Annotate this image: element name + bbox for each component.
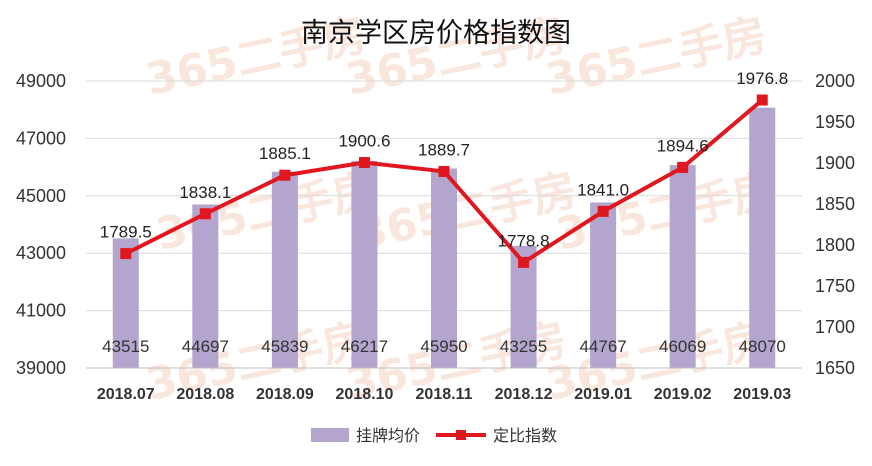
- y-left-tick-label: 49000: [16, 71, 66, 91]
- y-right-tick-label: 1750: [815, 276, 855, 296]
- x-tick-label: 2018.10: [336, 386, 394, 403]
- bar: [590, 202, 617, 368]
- x-tick-label: 2019.03: [733, 386, 791, 403]
- bar: [351, 160, 378, 368]
- line-series: [120, 94, 768, 268]
- bar-value-label: 44697: [182, 337, 229, 356]
- x-tick-label: 2018.09: [256, 386, 314, 403]
- line-point: [199, 208, 211, 220]
- axes: 39000 41000 43000 45000 47000 49000 1650 1700 17…: [16, 71, 855, 403]
- line-point: [677, 161, 689, 173]
- y-right-tick-label: 1650: [815, 358, 855, 378]
- legend-label-bar: 挂牌均价: [356, 426, 420, 445]
- line-point: [358, 157, 370, 169]
- y-right-tick-label: 1950: [815, 112, 855, 132]
- bar-value-label: 46069: [659, 337, 706, 356]
- bar: [112, 238, 139, 368]
- line-point: [120, 248, 132, 260]
- line-value-label: 1841.0: [577, 180, 629, 199]
- bar-series: [112, 107, 776, 368]
- data-labels: 43515 44697 45839 46217 45950 43255 44767 46069…: [100, 69, 788, 356]
- legend-label-line: 定比指数: [493, 426, 557, 445]
- y-right-tick-label: 1900: [815, 153, 855, 173]
- line-point: [438, 165, 450, 177]
- line-point: [518, 256, 530, 268]
- line-value-label: 1900.6: [338, 132, 390, 151]
- bar: [669, 165, 696, 368]
- legend-swatch-marker: [456, 430, 466, 440]
- watermark-text: 365二手房: [542, 9, 772, 105]
- watermark-text: 365二手房: [552, 164, 782, 260]
- y-left-tick-label: 43000: [16, 243, 66, 263]
- line-value-label: 1789.5: [100, 223, 152, 242]
- x-tick-label: 2019.02: [654, 386, 712, 403]
- line-value-label: 1838.1: [179, 183, 231, 202]
- line-point: [279, 169, 291, 181]
- chart-title: 南京学区房价格指数图: [301, 18, 571, 49]
- bar-value-label: 45839: [261, 337, 308, 356]
- x-tick-label: 2018.11: [416, 386, 473, 403]
- bar-value-label: 48070: [739, 337, 786, 356]
- bar: [749, 107, 776, 368]
- legend: 挂牌均价 定比指数: [311, 426, 557, 445]
- y-left-tick-label: 39000: [16, 358, 66, 378]
- line-value-label: 1889.7: [418, 140, 470, 159]
- y-left-tick-label: 47000: [16, 128, 66, 148]
- y-left-tick-label: 45000: [16, 186, 66, 206]
- bar-value-label: 46217: [341, 337, 388, 356]
- legend-swatch-bar: [311, 428, 349, 442]
- line-point: [756, 94, 768, 106]
- x-tick-label: 2018.07: [97, 386, 155, 403]
- y-right-tick-label: 1850: [815, 194, 855, 214]
- bar-value-label: 45950: [420, 337, 467, 356]
- bar-value-label: 44767: [579, 337, 626, 356]
- y-right-tick-label: 1800: [815, 235, 855, 255]
- bar: [431, 168, 457, 368]
- y-right-tick-label: 2000: [815, 71, 855, 91]
- watermark-text: 365二手房: [152, 164, 382, 260]
- x-tick-label: 2018.08: [176, 386, 234, 403]
- line-point: [597, 205, 609, 217]
- line-value-label: 1885.1: [259, 144, 311, 163]
- x-tick-label: 2018.12: [495, 386, 553, 403]
- bar: [271, 171, 298, 368]
- bar-value-label: 43255: [500, 337, 547, 356]
- line-value-label: 1894.6: [657, 136, 709, 155]
- bar: [192, 204, 219, 368]
- line-value-label: 1976.8: [736, 69, 788, 88]
- y-right-tick-label: 1700: [815, 317, 855, 337]
- y-left-tick-label: 41000: [16, 301, 66, 321]
- x-tick-label: 2019.01: [574, 386, 632, 403]
- line-value-label: 1778.8: [498, 231, 550, 250]
- bar-value-label: 43515: [102, 337, 149, 356]
